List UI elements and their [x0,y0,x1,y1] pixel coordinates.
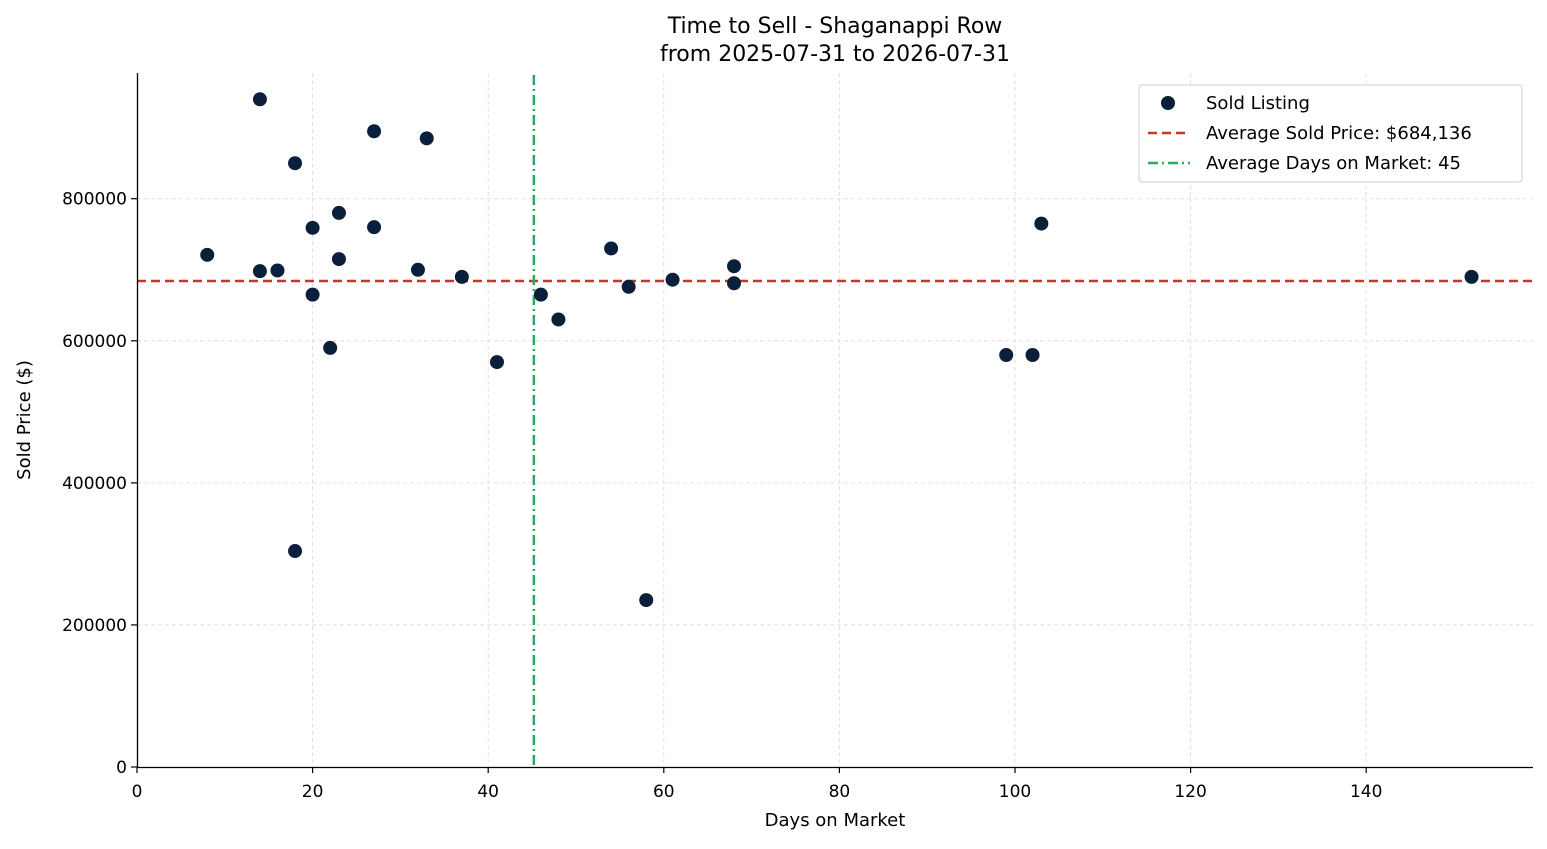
data-point [323,340,338,355]
data-point [367,124,382,139]
x-tick-label: 0 [132,782,143,802]
legend-label-sold-listing: Sold Listing [1206,93,1310,114]
x-tick-label: 140 [1350,782,1382,802]
data-point [665,272,680,287]
x-tick-label: 120 [1174,782,1206,802]
legend: Sold Listing Average Sold Price: $684,13… [1138,84,1523,183]
data-point [454,269,469,284]
y-axis-ticks: 0 200000 400000 600000 800000 [62,190,137,778]
data-point [533,287,548,302]
reference-lines [137,75,1533,767]
x-axis-ticks: 0 20 40 60 80 100 120 140 [132,767,1382,802]
x-tick-label: 40 [477,782,499,802]
data-point [727,276,742,291]
x-tick-label: 100 [999,782,1031,802]
legend-marker-sold-listing [1161,96,1175,110]
data-points [200,92,1479,608]
data-point [489,355,504,370]
data-point [1034,216,1049,231]
legend-label-average-days: Average Days on Market: 45 [1206,153,1461,174]
data-point [288,156,303,171]
x-axis-label: Days on Market [765,810,906,831]
y-tick-label: 0 [116,758,127,778]
chart-title: Time to Sell - Shaganappi Row [667,14,1003,39]
data-point [727,259,742,274]
data-point [410,262,425,277]
data-point [551,312,566,327]
data-point [200,247,215,262]
grid-lines [137,73,1533,767]
data-point [288,544,303,559]
chart-subtitle: from 2025-07-31 to 2026-07-31 [660,42,1010,67]
x-tick-label: 80 [829,782,851,802]
y-tick-label: 800000 [62,190,127,210]
data-point [252,264,267,279]
data-point [999,348,1014,363]
y-axis-label: Sold Price ($) [14,360,35,480]
x-tick-label: 20 [302,782,324,802]
data-point [604,241,619,256]
data-point [1025,348,1040,363]
data-point [331,252,346,267]
data-point [1464,269,1479,284]
x-tick-label: 60 [653,782,675,802]
data-point [331,205,346,220]
data-point [252,92,267,107]
data-point [270,263,285,278]
data-point [419,131,434,146]
legend-box [1138,84,1523,183]
data-point [305,220,320,235]
y-tick-label: 400000 [62,474,127,494]
data-point [639,593,654,608]
legend-label-average-price: Average Sold Price: $684,136 [1206,123,1472,144]
data-point [305,287,320,302]
data-point [367,220,382,235]
data-point [621,279,636,294]
y-tick-label: 600000 [62,332,127,352]
y-tick-label: 200000 [62,616,127,636]
